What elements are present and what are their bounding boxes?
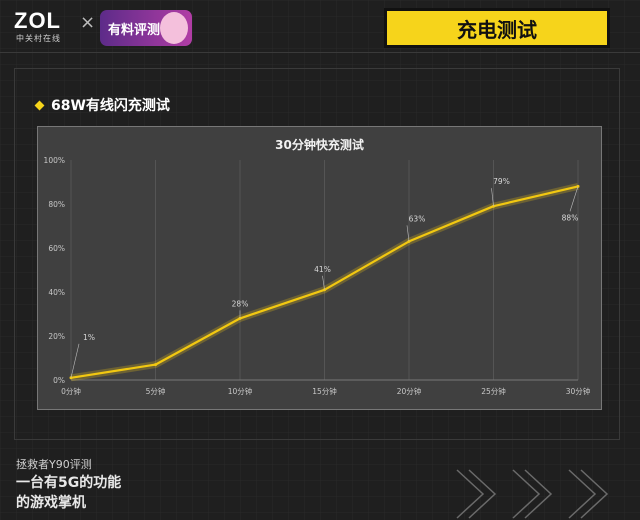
chart-panel: 30分钟快充测试 0% 20% 40% 60% 80% 100% 0分钟 5分钟 10分钟 15分钟…: [37, 126, 602, 410]
zol-logo: ZOL: [14, 8, 61, 33]
data-label: 79%: [493, 177, 510, 186]
x-tick-label: 15分钟: [312, 386, 337, 396]
footer-tagline-1: 一台有5G的功能: [16, 475, 122, 491]
data-label: 88%: [562, 213, 579, 222]
diamond-bullet-icon: [34, 100, 45, 110]
chevron-decoration-icon: [456, 469, 609, 519]
y-tick-label: 100%: [44, 156, 65, 165]
zol-logo-subtitle: 中关村在线: [16, 34, 61, 43]
series-point: [154, 363, 157, 367]
x-tick-label: 25分钟: [481, 386, 506, 396]
data-label: 1%: [83, 333, 95, 342]
data-label-leader: [406, 225, 410, 242]
mascot-icon: [160, 12, 188, 44]
data-label-leader: [569, 186, 579, 212]
y-tick-label: 40%: [48, 288, 65, 297]
section-heading: 68W有线闪充测试: [34, 95, 170, 115]
chart-title: 30分钟快充测试: [275, 137, 364, 152]
y-tick-label: 60%: [48, 244, 65, 253]
data-label: 41%: [314, 265, 331, 274]
data-label-leader: [322, 275, 325, 290]
footer-tagline-2: 的游戏掌机: [16, 495, 86, 511]
x-tick-label: 20分钟: [397, 386, 422, 396]
data-label-leader: [491, 188, 494, 207]
x-tick-label: 5分钟: [146, 386, 166, 396]
review-badge-logo: 有料评测: [100, 10, 192, 46]
footer-review-name: 拯救者Y90评测: [16, 458, 92, 471]
x-tick-label: 0分钟: [61, 386, 81, 396]
logo-separator: ×: [80, 12, 96, 33]
section-heading-text: 68W有线闪充测试: [51, 98, 170, 114]
content-frame: [14, 68, 620, 440]
y-tick-label: 20%: [48, 332, 65, 341]
data-label: 63%: [409, 214, 426, 223]
series-point: [576, 184, 580, 188]
charging-line-chart: 30分钟快充测试 0% 20% 40% 60% 80% 100% 0分钟 5分钟 10分钟 15分钟…: [44, 137, 591, 396]
x-tick-label: 30分钟: [566, 386, 591, 396]
x-tick-label: 10分钟: [228, 386, 253, 396]
data-label-leader: [70, 343, 80, 378]
data-label: 28%: [232, 299, 249, 308]
header-divider: [0, 52, 640, 53]
y-tick-label: 80%: [48, 200, 65, 209]
page-title: 充电测试: [384, 8, 610, 48]
y-tick-label: 0%: [53, 376, 65, 385]
review-badge-text: 有料评测: [108, 22, 161, 38]
